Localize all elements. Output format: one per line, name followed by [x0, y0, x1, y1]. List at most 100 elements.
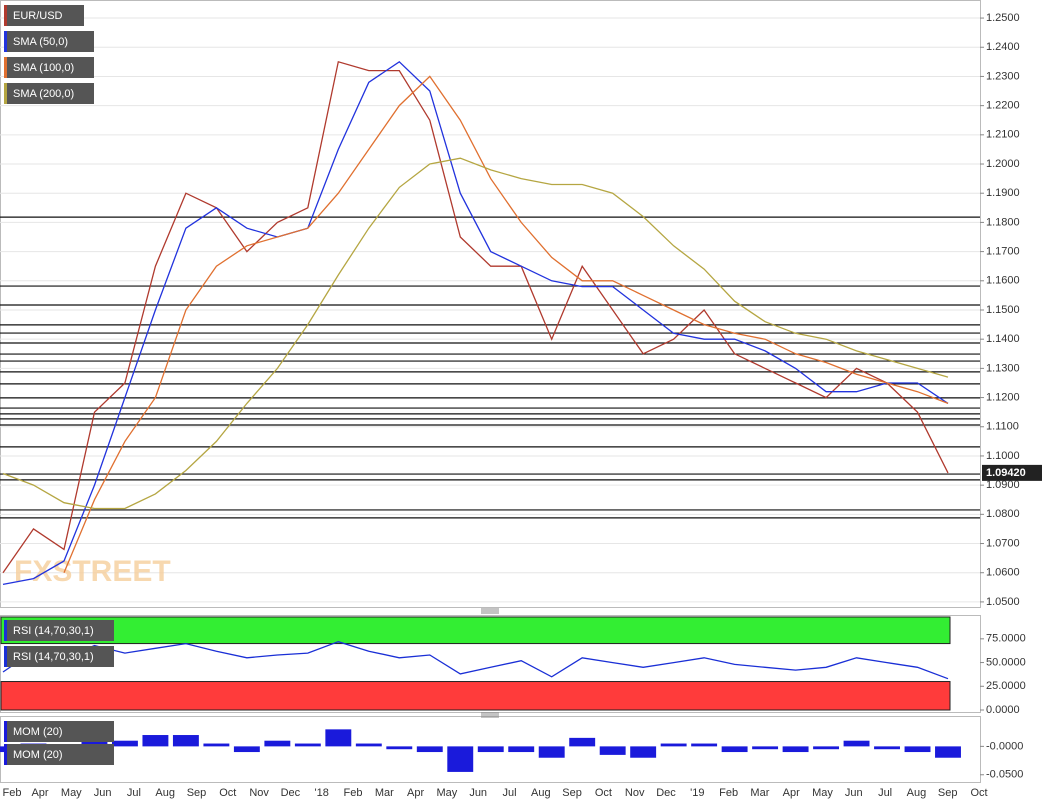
- x-tick-label: Jul: [127, 787, 141, 799]
- bar: [874, 746, 900, 750]
- series-line: [2, 157, 949, 510]
- x-tick-label: '18: [315, 787, 329, 799]
- x-tick-label: Mar: [375, 787, 394, 799]
- bar: [660, 743, 687, 747]
- series-line: [2, 60, 949, 586]
- series-line: [2, 60, 949, 574]
- x-tick-label: Oct: [970, 787, 987, 799]
- bar: [508, 746, 535, 753]
- indicator-label: RSI (14,70,30,1): [13, 625, 94, 637]
- y-tick-label: 1.0600: [986, 567, 1020, 579]
- x-tick-label: Apr: [407, 787, 424, 799]
- x-tick-label: Jun: [469, 787, 487, 799]
- bar: [264, 740, 291, 747]
- legend-entry-swatch: [4, 744, 7, 765]
- y-tick-label: -0.0500: [986, 769, 1023, 781]
- y-tick-label: -0.0000: [986, 740, 1023, 752]
- y-tick-label: 1.1500: [986, 304, 1020, 316]
- x-tick-label: May: [437, 787, 458, 799]
- y-tick-label: 25.0000: [986, 680, 1026, 692]
- bar: [142, 735, 169, 747]
- bar: [721, 746, 748, 753]
- bar: [599, 746, 626, 755]
- y-tick-label: 50.0000: [986, 656, 1026, 668]
- x-tick-label: Jun: [845, 787, 863, 799]
- y-tick-label: 1.1300: [986, 362, 1020, 374]
- last-price-box: [982, 464, 1042, 481]
- legend-entry-box: [4, 5, 84, 26]
- x-tick-label: Jul: [878, 787, 892, 799]
- y-tick-label: 1.2000: [986, 158, 1020, 170]
- x-tick-label: Nov: [625, 787, 645, 799]
- series-line: [2, 641, 949, 680]
- legend-entry-box: [4, 31, 94, 52]
- bar: [630, 746, 657, 758]
- y-tick-label: 1.0500: [986, 596, 1020, 608]
- bar: [172, 735, 199, 747]
- x-tick-label: Jul: [502, 787, 516, 799]
- bar: [935, 746, 961, 758]
- legend-entry: RSI (14,70,30,1): [13, 651, 94, 663]
- y-tick-label: 1.2100: [986, 129, 1020, 141]
- price-panel: [0, 0, 981, 608]
- x-tick-label: May: [812, 787, 833, 799]
- bar: [691, 743, 718, 747]
- x-tick-label: '19: [690, 787, 704, 799]
- indicator-label-box: [4, 620, 114, 641]
- x-tick-label: Aug: [531, 787, 551, 799]
- y-tick-label: 1.0700: [986, 537, 1020, 549]
- x-tick-label: Nov: [249, 787, 269, 799]
- bar: [111, 740, 138, 747]
- x-tick-label: Sep: [187, 787, 207, 799]
- legend-entry-swatch: [4, 57, 7, 78]
- bar: [477, 746, 504, 753]
- y-tick-label: 1.2300: [986, 70, 1020, 82]
- x-tick-label: May: [61, 787, 82, 799]
- y-tick-label: 1.1100: [986, 421, 1019, 433]
- bar: [447, 746, 474, 772]
- y-tick-label: 1.1800: [986, 216, 1020, 228]
- x-tick-label: Dec: [656, 787, 676, 799]
- y-tick-label: 75.0000: [986, 633, 1026, 645]
- bar: [355, 743, 382, 747]
- x-tick-label: Apr: [783, 787, 800, 799]
- x-tick-label: Mar: [750, 787, 769, 799]
- x-tick-label: Dec: [281, 787, 301, 799]
- bar: [203, 743, 230, 747]
- y-tick-label: 1.1900: [986, 187, 1020, 199]
- legend-entry: SMA (200,0): [13, 88, 74, 100]
- indicator-label-swatch: [4, 721, 7, 742]
- y-tick-label: 1.2500: [986, 12, 1020, 24]
- bar: [813, 746, 840, 750]
- legend-entry: EUR/USD: [13, 10, 63, 22]
- indicator-label-box: [4, 721, 114, 742]
- bar: [569, 737, 596, 747]
- bar: [294, 743, 321, 747]
- legend-entry-box: [4, 646, 114, 667]
- y-tick-label: 1.1000: [986, 450, 1020, 462]
- panel-handle: [481, 608, 499, 614]
- y-tick-label: 1.1200: [986, 391, 1020, 403]
- bar: [843, 740, 870, 747]
- last-price-label: 1.09420: [986, 467, 1026, 479]
- legend-entry-box: [4, 57, 94, 78]
- legend-entry: MOM (20): [13, 749, 63, 761]
- legend-entry: SMA (100,0): [13, 62, 74, 74]
- x-tick-label: Feb: [719, 787, 738, 799]
- y-tick-label: 1.0800: [986, 508, 1020, 520]
- y-tick-label: 1.2200: [986, 100, 1020, 112]
- bar: [538, 746, 565, 758]
- bar: [325, 729, 352, 747]
- y-tick-label: 1.1700: [986, 246, 1020, 258]
- indicator-label-swatch: [4, 620, 7, 641]
- panel-handle: [481, 712, 499, 718]
- x-tick-label: Aug: [155, 787, 175, 799]
- oversold-zone: [0, 681, 951, 711]
- overbought-zone: [0, 616, 951, 645]
- bar: [752, 746, 779, 750]
- x-tick-label: Apr: [31, 787, 48, 799]
- y-tick-label: 1.1400: [986, 333, 1020, 345]
- legend-entry: SMA (50,0): [13, 36, 68, 48]
- legend-entry-swatch: [4, 5, 7, 26]
